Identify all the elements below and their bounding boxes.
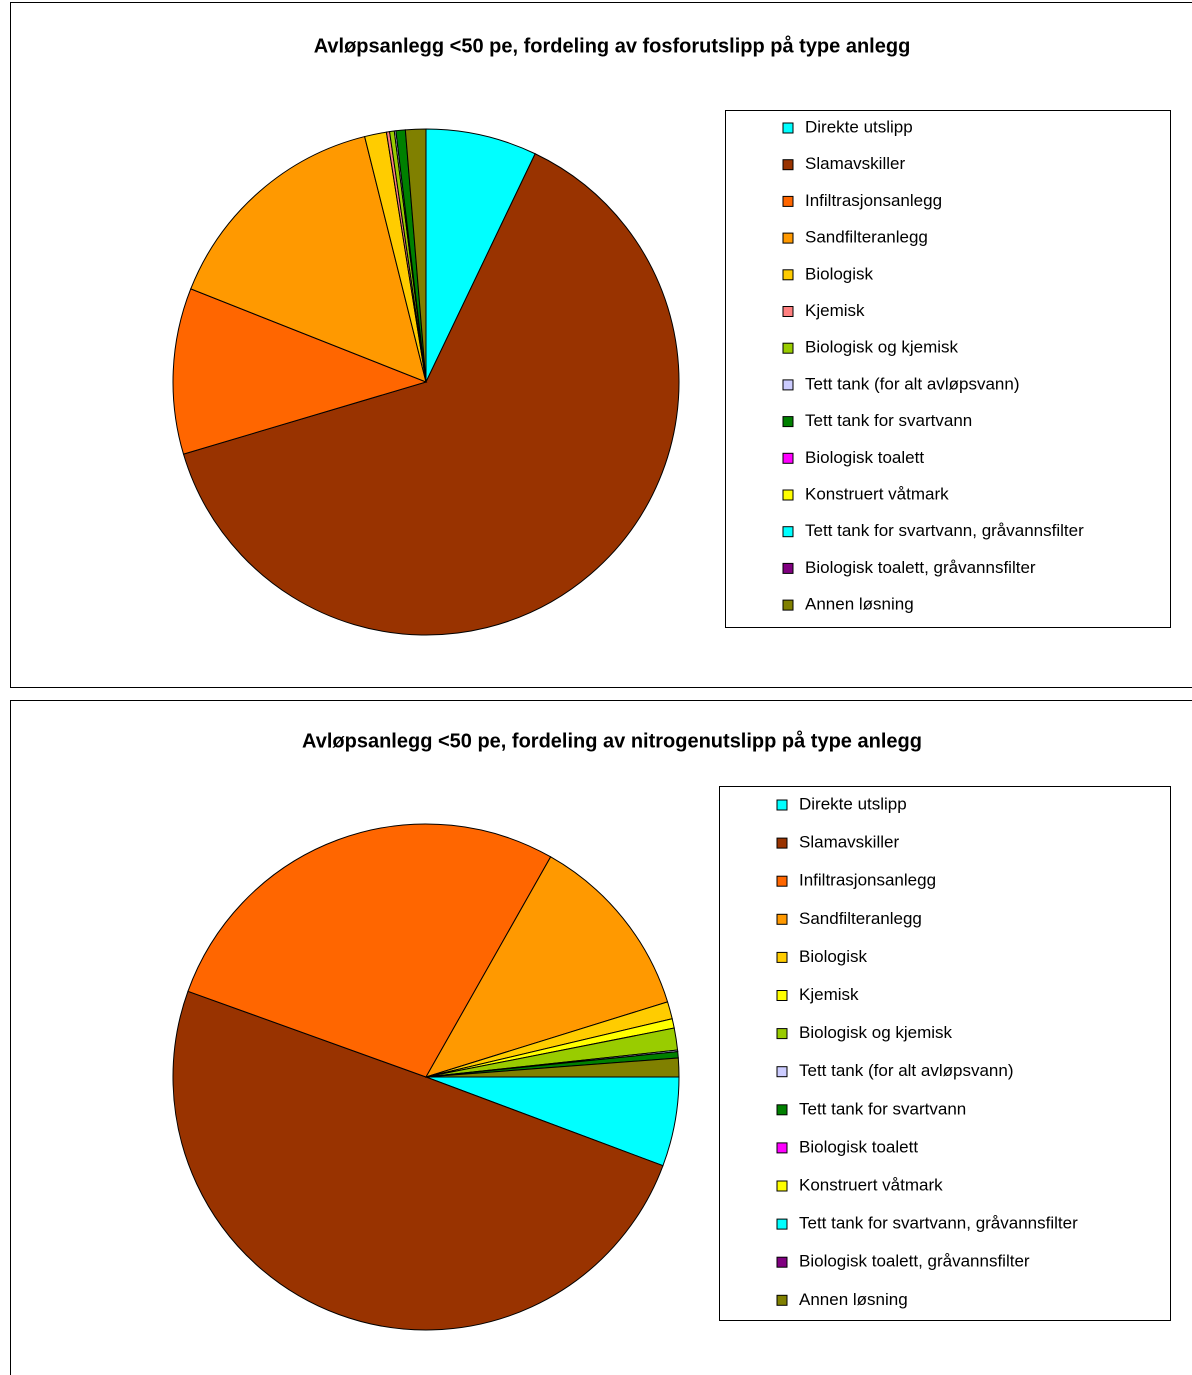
legend-label: Infiltrasjonsanlegg [799, 871, 936, 890]
legend-swatch [782, 452, 794, 464]
legend-swatch [782, 122, 794, 134]
legend-label: Slamavskiller [805, 154, 905, 173]
legend-swatch [782, 526, 794, 538]
legend-label: Slamavskiller [799, 833, 899, 852]
pie-slice [190, 135, 427, 383]
pie-slice [425, 128, 536, 383]
legend-label: Biologisk toalett, gråvannsfilter [805, 558, 1036, 577]
pie-slice [172, 990, 664, 1331]
legend-swatch [776, 875, 788, 887]
pie-slice [424, 856, 669, 1078]
legend-box [719, 786, 1171, 1321]
legend-swatch [776, 990, 788, 1001]
legend-label: Direkte utslipp [805, 117, 913, 136]
legend-label: Biologisk [799, 947, 868, 966]
legend-label: Tett tank (for alt avløpsvann) [799, 1061, 1013, 1080]
legend-label: Tett tank (for alt avløpsvann) [805, 374, 1019, 393]
legend-swatch [776, 1028, 788, 1040]
legend-swatch [782, 562, 794, 574]
legend-swatch [776, 1180, 788, 1192]
legend-label: Kjemisk [805, 301, 865, 320]
pie-slice [182, 153, 680, 636]
legend-swatch [776, 951, 788, 963]
legend-label: Konstruert våtmark [805, 484, 949, 503]
legend-label: Tett tank for svartvann, gråvannsfilter [805, 521, 1084, 540]
legend-label: Biologisk og kjemisk [805, 338, 959, 357]
legend-swatch [776, 1142, 788, 1154]
legend-swatch [782, 342, 794, 354]
pie-slice [187, 823, 552, 1078]
legend-box [725, 110, 1171, 628]
legend-swatch [782, 232, 794, 244]
legend-swatch [776, 913, 788, 925]
legend-swatch [782, 195, 794, 207]
legend-swatch [776, 1294, 788, 1306]
pie-slice [425, 1057, 680, 1078]
legend-label: Biologisk og kjemisk [799, 1023, 953, 1042]
legend-swatch [776, 799, 788, 811]
chart-title: Avløpsanlegg <50 pe, fordeling av nitrog… [302, 729, 922, 752]
legend-label: Sandfilteranlegg [805, 228, 928, 247]
legend-label: Biologisk toalett, gråvannsfilter [799, 1252, 1030, 1271]
legend-label: Annen løsning [799, 1290, 908, 1309]
legend-swatch [776, 837, 788, 849]
legend-swatch [782, 379, 794, 391]
legend-label: Tett tank for svartvann, gråvannsfilter [799, 1214, 1078, 1233]
legend-swatch [782, 599, 794, 611]
legend-label: Tett tank for svartvann [805, 411, 972, 430]
chart-title: Avløpsanlegg <50 pe, fordeling av fosfor… [314, 34, 911, 57]
legend-label: Kjemisk [799, 985, 859, 1004]
legend-swatch [776, 1104, 788, 1116]
legend-swatch [782, 159, 794, 171]
legend-swatch [782, 489, 794, 501]
legend-swatch [776, 1066, 788, 1078]
legend-label: Tett tank for svartvann [799, 1099, 966, 1118]
legend-swatch [782, 306, 794, 317]
legend-label: Annen løsning [805, 595, 914, 614]
legend-swatch [776, 1218, 788, 1230]
legend-swatch [782, 416, 794, 428]
legend-swatch [782, 269, 794, 281]
legend-label: Sandfilteranlegg [799, 909, 922, 928]
legend-label: Infiltrasjonsanlegg [805, 191, 942, 210]
legend-label: Biologisk toalett [799, 1137, 918, 1156]
pie-slice [172, 288, 428, 455]
legend-label: Biologisk [805, 264, 874, 283]
legend-label: Konstruert våtmark [799, 1175, 943, 1194]
legend-label: Biologisk toalett [805, 448, 924, 467]
legend-swatch [776, 1256, 788, 1268]
legend-label: Direkte utslipp [799, 794, 907, 813]
pie-slice [404, 128, 427, 383]
